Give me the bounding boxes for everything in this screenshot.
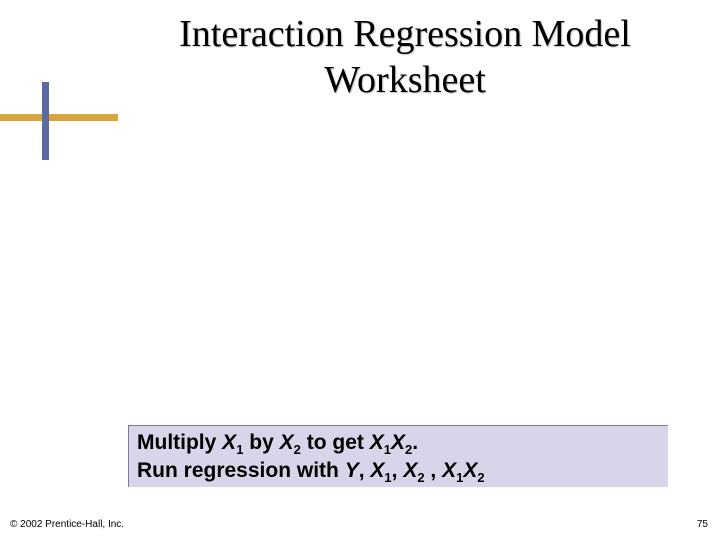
title-line-2: Worksheet bbox=[120, 58, 690, 104]
txt-c3: , bbox=[425, 459, 443, 482]
var-y: Y bbox=[345, 459, 359, 482]
var-x2b: X bbox=[391, 431, 405, 454]
accent-bar-horizontal bbox=[0, 114, 118, 121]
content-line-1: Multiply X1 by X2 to get X1X2. bbox=[137, 430, 660, 458]
txt-c1: , bbox=[359, 459, 371, 482]
slide-title: Interaction Regression Model Worksheet bbox=[120, 12, 690, 103]
footer-copyright: © 2002 Prentice-Hall, Inc. bbox=[10, 519, 124, 530]
txt-c2: , bbox=[392, 459, 404, 482]
accent-bar-vertical bbox=[42, 82, 49, 160]
var-x2c: X bbox=[403, 459, 417, 482]
var-x1b: X bbox=[370, 431, 384, 454]
footer-page-number: 75 bbox=[697, 519, 708, 530]
txt-by: by bbox=[243, 431, 279, 454]
content-line-2: Run regression with Y, X1, X2 , X1X2 bbox=[137, 458, 660, 486]
txt-multiply: Multiply bbox=[137, 431, 222, 454]
sub-1c: 1 bbox=[384, 471, 391, 486]
var-x2: X bbox=[280, 431, 294, 454]
sub-2: 2 bbox=[294, 442, 301, 457]
var-x1d: X bbox=[442, 459, 456, 482]
content-box: Multiply X1 by X2 to get X1X2. Run regre… bbox=[128, 425, 668, 487]
title-line-1: Interaction Regression Model bbox=[120, 12, 690, 58]
sub-1b: 1 bbox=[384, 442, 391, 457]
slide-container: Interaction Regression Model Worksheet M… bbox=[0, 0, 720, 540]
txt-period: . bbox=[412, 431, 418, 454]
sub-2d: 2 bbox=[477, 471, 484, 486]
var-x2d: X bbox=[463, 459, 477, 482]
var-x1: X bbox=[222, 431, 236, 454]
sub-2c: 2 bbox=[417, 471, 424, 486]
txt-toget: to get bbox=[301, 431, 370, 454]
txt-run: Run regression with bbox=[137, 459, 345, 482]
var-x1c: X bbox=[370, 459, 384, 482]
